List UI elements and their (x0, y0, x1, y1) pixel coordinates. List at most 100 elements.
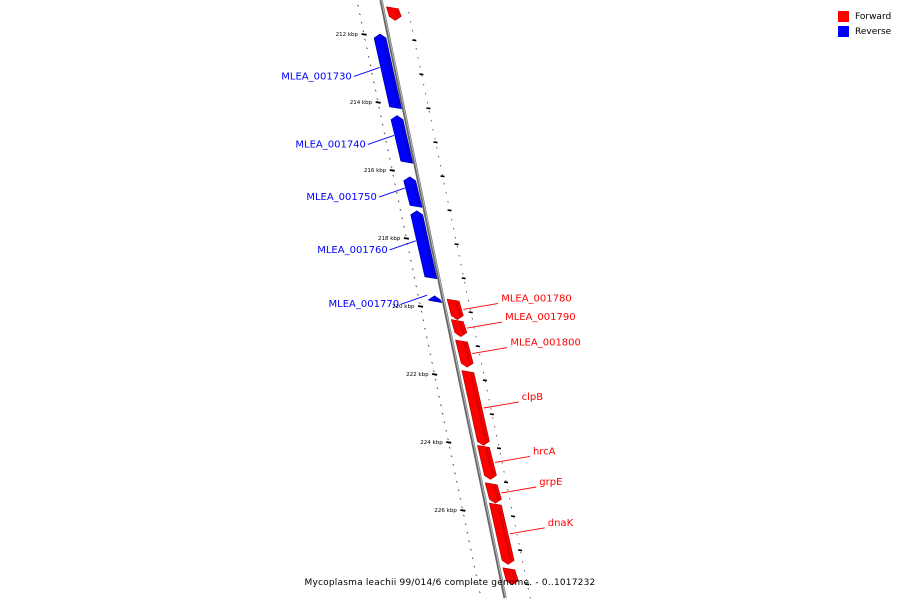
scale-dot (426, 101, 429, 104)
tick-mark (389, 169, 395, 172)
label-leader (494, 455, 531, 463)
tick-label: 220 kbp (392, 304, 415, 310)
scale-dot (421, 74, 423, 77)
gene-shade (455, 301, 462, 317)
gene-mlea_001760 (410, 210, 438, 280)
scale-dot (445, 429, 448, 432)
scale-dot (436, 387, 439, 390)
scale-dot (471, 317, 473, 320)
scale-dash (461, 277, 466, 280)
scale-dot (404, 234, 407, 237)
scale-dot (418, 302, 421, 305)
scale-dot (417, 293, 419, 296)
scale-dash (482, 379, 487, 382)
scale-dot (432, 370, 435, 373)
legend-item-reverse: Reverse (838, 24, 891, 39)
tick-mark (403, 237, 410, 240)
scale-dot (518, 542, 520, 545)
scale-dot (419, 65, 421, 68)
label-leader (400, 294, 428, 305)
gene-dnak (489, 502, 515, 565)
scale-dot (385, 140, 388, 143)
label-leader (378, 187, 406, 198)
scale-dot (427, 344, 430, 347)
label-leader (367, 134, 395, 145)
scale-dot (475, 335, 477, 338)
scale-dot (443, 421, 446, 424)
scale-dot (428, 110, 431, 113)
scale-dot (438, 395, 441, 398)
gene-shade (493, 485, 500, 501)
scale-dash (525, 583, 530, 586)
gene-label: MLEA_001800 (510, 338, 581, 349)
gene-label: MLEA_001790 (505, 312, 576, 323)
scale-dash (510, 515, 516, 518)
gene-mlea_001800 (455, 339, 474, 368)
scale-dot (516, 533, 518, 536)
backbone-line (379, 0, 507, 599)
scale-dot (447, 438, 449, 441)
scale-dot (408, 251, 411, 254)
scale-dot (454, 472, 456, 475)
gene-shade (459, 322, 465, 334)
scale-dot (436, 146, 438, 149)
gene-shade (485, 448, 495, 477)
scale-dot (357, 4, 359, 7)
scale-dot (358, 13, 361, 16)
scale-dot (411, 29, 414, 32)
label-leader (509, 527, 545, 535)
scale-dash (468, 311, 473, 314)
label-leader (472, 347, 508, 355)
scale-dash (489, 413, 495, 416)
gene-label: hrcA (533, 446, 556, 457)
scale-dot (447, 200, 449, 203)
gene-shade (436, 297, 440, 301)
scale-dot (486, 389, 488, 392)
scale-dot (479, 353, 481, 356)
genome-title: Mycoplasma leachii 99/014/6 complete gen… (304, 578, 596, 588)
gene-mlea_001730 (373, 33, 402, 110)
scale-dot (420, 310, 423, 313)
tick-group: 212 kbp 214 kbp 216 kbp 218 kbp 220 kbp 222 k… (336, 32, 466, 514)
scale-dot (409, 20, 412, 23)
scale-dash (419, 73, 424, 76)
scale-dot (464, 523, 467, 526)
scale-dash (426, 107, 431, 110)
gene-grpe (484, 482, 502, 504)
gene-shade (510, 570, 517, 583)
legend-label-forward: Forward (855, 11, 892, 22)
scale-dot (473, 565, 476, 568)
scale-dot (439, 404, 442, 407)
reverse-swatch (838, 26, 849, 37)
scale-dash (496, 447, 502, 450)
scale-dot (505, 479, 507, 482)
gene-shade (418, 213, 435, 277)
tick-mark (460, 509, 466, 512)
scale-dot (468, 540, 471, 543)
gene-mlea_001780 (446, 298, 464, 320)
scale-dot (372, 81, 375, 84)
scale-dot (450, 455, 453, 458)
scale-dash (447, 209, 452, 212)
scale-dot (369, 64, 372, 67)
gene-label: MLEA_001780 (501, 293, 572, 304)
gene-partial-0 (385, 6, 402, 21)
scale-dot (508, 497, 511, 500)
scale-dot (443, 182, 445, 185)
scale-dot (510, 506, 513, 509)
scale-dot (462, 272, 464, 275)
tick-label: 218 kbp (378, 236, 401, 242)
label-leader (353, 66, 380, 77)
scale-dot (499, 452, 502, 455)
scale-dot (488, 398, 490, 401)
scale-dot (448, 446, 451, 449)
tick-label: 214 kbp (350, 100, 373, 106)
scale-dot (461, 506, 464, 509)
scale-dot (484, 380, 487, 383)
tick-label: 212 kbp (336, 32, 359, 38)
gene-shade (382, 36, 400, 107)
scale-dash (412, 39, 417, 42)
tick-mark (431, 373, 438, 376)
gene-shade (411, 179, 421, 205)
